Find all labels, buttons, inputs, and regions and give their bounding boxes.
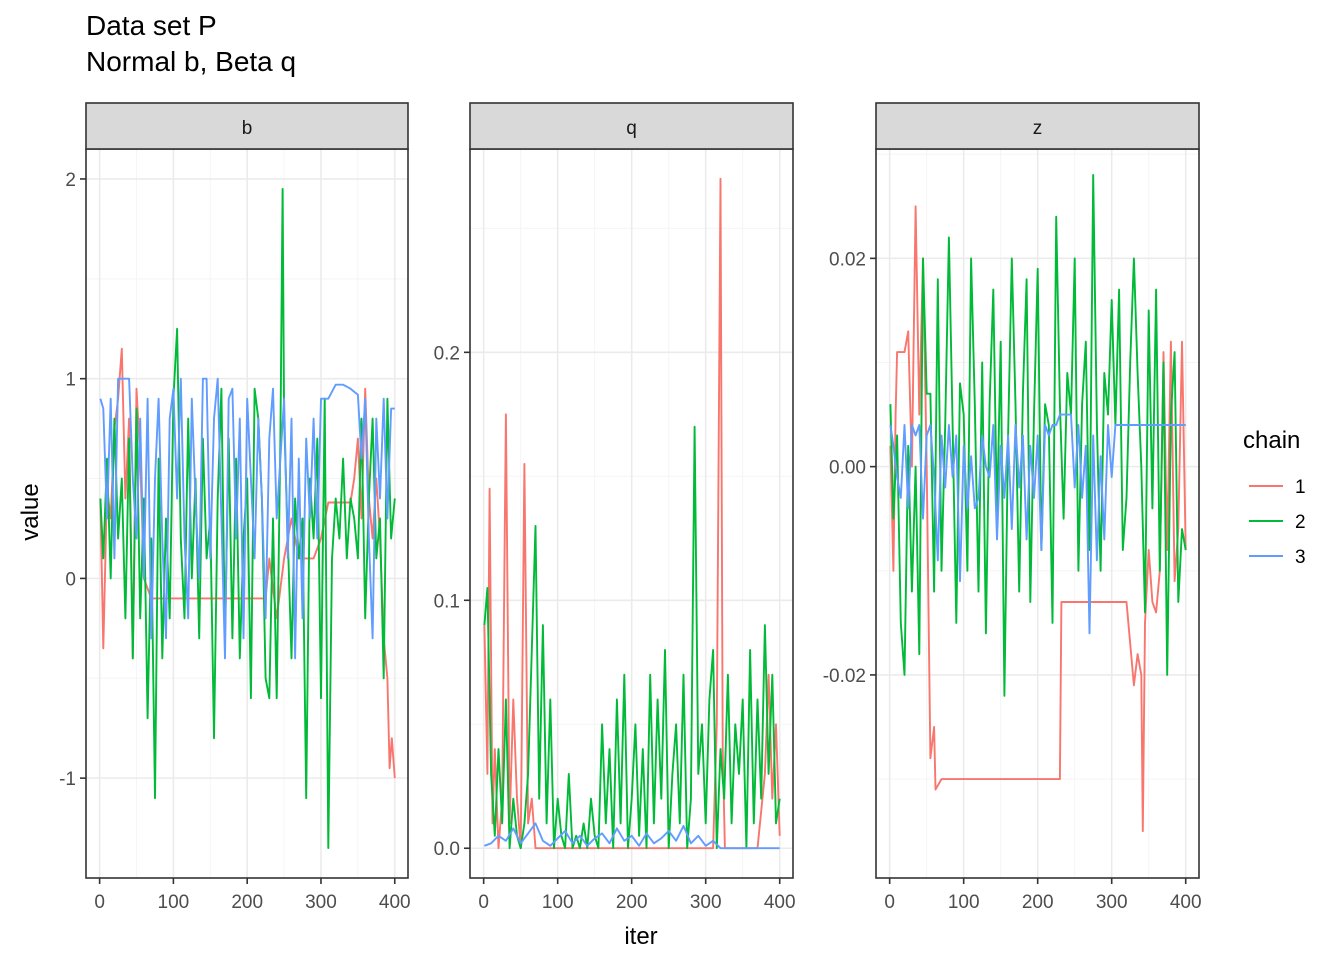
legend-label-chain-3: 3 (1295, 547, 1306, 568)
series-line-chain-1 (99, 347, 396, 779)
series-line-chain-3 (889, 413, 1186, 635)
x-tick-label: 0 (884, 892, 895, 913)
facet-panel-b: b 0 100 200 300 400 -1 0 1 2 (59, 102, 411, 913)
facet-strip-label: z (1033, 118, 1043, 139)
facet-strip-label: q (626, 118, 637, 139)
facet-strip (85, 102, 409, 150)
series-line-chain-2 (99, 187, 396, 849)
facet-panel-q: q 0 100 200 300 400 0.0 0.1 0.2 (434, 102, 796, 913)
x-tick-label: 0 (478, 892, 489, 913)
y-tick-label: -1 (59, 769, 76, 790)
y-tick-label: 0 (65, 569, 76, 590)
y-tick-label: 0.0 (434, 839, 460, 860)
y-tick-label: 0.02 (829, 249, 866, 270)
legend: 1 2 3 (1249, 477, 1306, 568)
y-axis-label: value (17, 483, 44, 540)
legend-label-chain-2: 2 (1295, 512, 1306, 533)
facet-strip-label: b (242, 118, 253, 139)
x-tick-label: 0 (94, 892, 105, 913)
series-line-chain-2 (483, 425, 781, 850)
y-tick-label: 0.2 (434, 343, 460, 364)
x-tick-label: 300 (305, 892, 337, 913)
x-tick-label: 400 (1170, 892, 1202, 913)
x-tick-label: 300 (1096, 892, 1128, 913)
x-tick-label: 200 (616, 892, 648, 913)
facet-strip (875, 102, 1200, 150)
legend-title: chain (1243, 427, 1300, 454)
x-tick-label: 200 (231, 892, 263, 913)
series-line-chain-2 (889, 174, 1187, 697)
y-tick-label: 0.00 (829, 458, 866, 479)
x-tick-label: 100 (158, 892, 190, 913)
facet-strip (469, 102, 794, 150)
facet-panels: b 0 100 200 300 400 -1 0 1 2 q 0 100 200 300 400 0.0 0.1 0… (59, 102, 1202, 913)
chart-title: Data set P (86, 10, 217, 41)
x-tick-label: 100 (948, 892, 980, 913)
y-tick-label: 2 (65, 170, 76, 191)
x-tick-label: 400 (379, 892, 411, 913)
series-line-chain-3 (484, 822, 780, 850)
x-tick-label: 300 (690, 892, 722, 913)
x-tick-label: 200 (1022, 892, 1054, 913)
y-tick-label: -0.02 (823, 666, 866, 687)
x-tick-label: 100 (542, 892, 574, 913)
x-tick-label: 400 (764, 892, 796, 913)
facet-panel-z: z 0 100 200 300 400 -0.02 0.00 0.02 (823, 102, 1202, 913)
x-axis-label: iter (624, 923, 657, 950)
series-line-chain-3 (99, 377, 395, 660)
chart-subtitle: Normal b, Beta q (86, 46, 297, 77)
y-tick-label: 1 (65, 370, 76, 391)
legend-label-chain-1: 1 (1295, 477, 1306, 498)
y-tick-label: 0.1 (434, 591, 460, 612)
